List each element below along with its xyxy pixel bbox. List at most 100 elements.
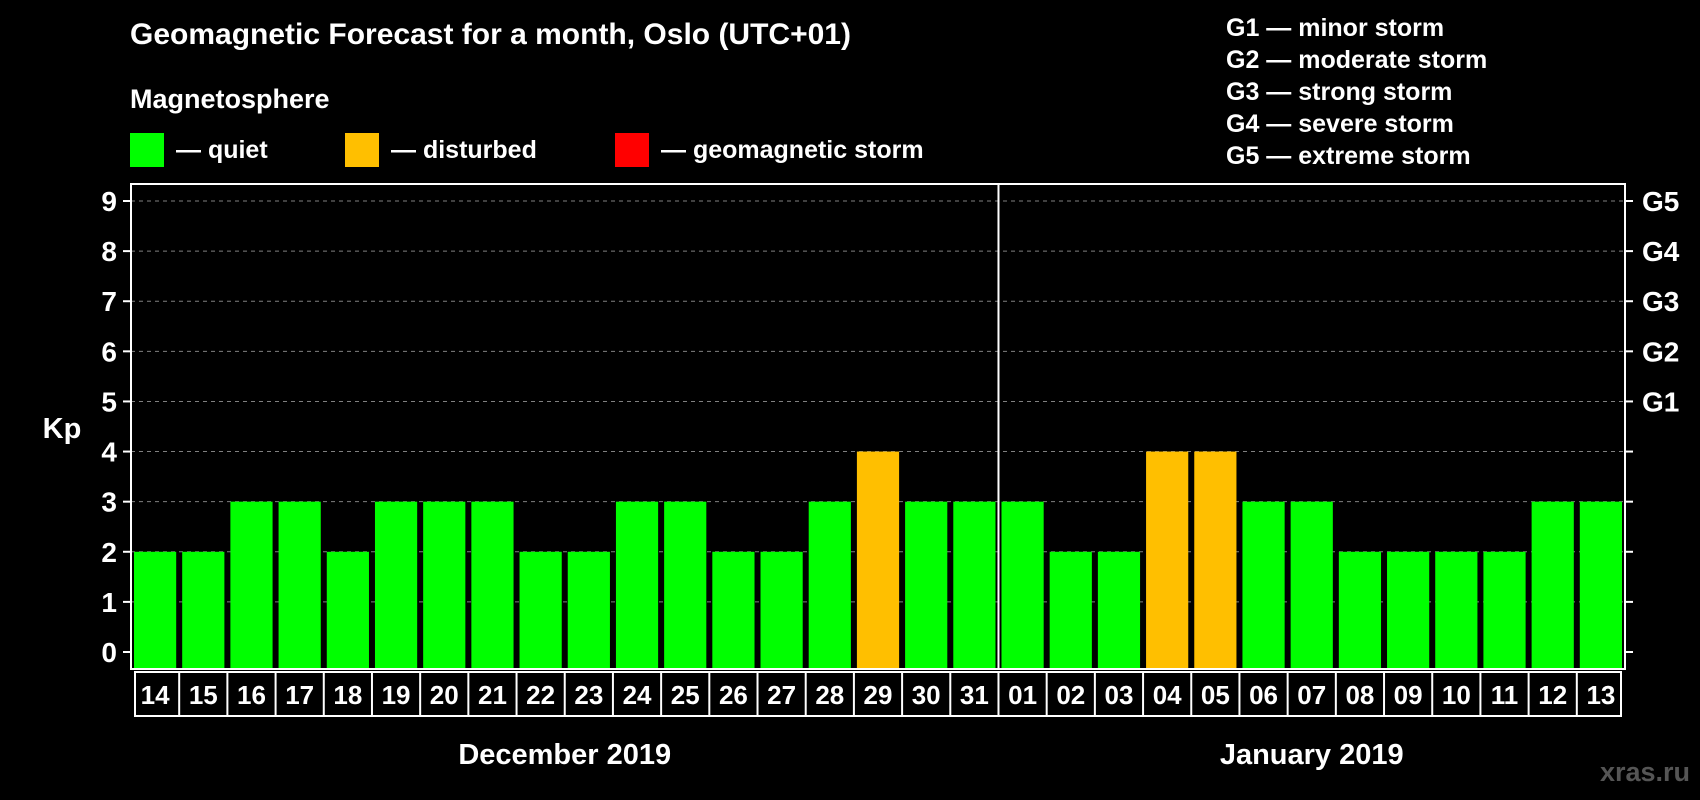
x-tick-label: 14: [141, 680, 170, 710]
bar: [1483, 551, 1526, 668]
x-tick-label: 20: [430, 680, 459, 710]
x-tick-label: 26: [719, 680, 748, 710]
bar: [1579, 501, 1622, 668]
bar: [808, 501, 851, 668]
bar: [519, 551, 562, 668]
x-tick-label: 04: [1153, 680, 1182, 710]
y-tick-label: 6: [101, 336, 117, 367]
x-tick-label: 07: [1297, 680, 1326, 710]
storm-level-label: G1: [1642, 386, 1679, 417]
bar: [182, 551, 225, 668]
x-tick-label: 30: [912, 680, 941, 710]
chart-subtitle: Magnetosphere: [130, 84, 330, 114]
x-tick-label: 08: [1345, 680, 1374, 710]
y-tick-label: 5: [101, 386, 117, 417]
x-tick-label: 28: [815, 680, 844, 710]
bar: [1097, 551, 1141, 668]
y-tick-label: 1: [101, 587, 117, 618]
storm-scale-g5: G5 — extreme storm: [1226, 142, 1471, 170]
bar: [1242, 501, 1285, 668]
legend-label-quiet: — quiet: [176, 135, 268, 164]
bar: [1338, 551, 1382, 668]
watermark: xras.ru: [1599, 757, 1690, 787]
bar: [471, 501, 514, 668]
bar: [905, 501, 948, 668]
x-tick-label: 27: [767, 680, 796, 710]
date-row-frame: [134, 671, 1622, 717]
bar: [1001, 501, 1044, 668]
bar: [1531, 501, 1574, 668]
x-tick-label: 23: [574, 680, 603, 710]
storm-scale-g2: G2 — moderate storm: [1226, 46, 1488, 74]
x-tick-label: 02: [1056, 680, 1085, 710]
x-tick-label: 29: [864, 680, 893, 710]
x-tick-label: 03: [1105, 680, 1134, 710]
x-tick-label: 11: [1491, 680, 1519, 710]
chart-title: Geomagnetic Forecast for a month, Oslo (…: [130, 18, 851, 51]
y-tick-label: 9: [101, 186, 117, 217]
x-tick-label: 31: [960, 680, 989, 710]
bar: [1387, 551, 1430, 668]
bar: [1435, 551, 1478, 668]
y-tick-label: 2: [101, 537, 117, 568]
storm-scale-g4: G4 — severe storm: [1226, 110, 1454, 138]
plot-frame: [130, 183, 1626, 670]
x-tick-label: 17: [285, 680, 314, 710]
x-tick-label: 09: [1394, 680, 1423, 710]
y-tick-label: 7: [101, 286, 117, 317]
x-tick-label: 19: [382, 680, 411, 710]
legend-swatch-quiet: [130, 133, 164, 167]
legend-item-disturbed: — disturbed: [345, 132, 537, 168]
x-tick-label: 06: [1249, 680, 1278, 710]
bar: [760, 551, 803, 668]
bar: [856, 451, 900, 668]
bar: [1146, 451, 1189, 668]
y-axis-label: Kp: [43, 413, 82, 445]
x-tick-label: 13: [1586, 680, 1615, 710]
x-tick-label: 15: [189, 680, 218, 710]
storm-level-label: G2: [1642, 336, 1679, 367]
y-tick-label: 4: [101, 437, 117, 468]
bar: [1290, 501, 1333, 668]
bar: [278, 501, 321, 668]
legend-swatch-storm: [615, 133, 649, 167]
x-tick-label: 24: [623, 680, 652, 710]
bar: [1194, 451, 1237, 668]
x-tick-label: 01: [1008, 680, 1037, 710]
x-tick-label: 25: [671, 680, 700, 710]
x-tick-label: 05: [1201, 680, 1230, 710]
bar: [712, 551, 755, 668]
x-tick-label: 10: [1442, 680, 1471, 710]
storm-level-label: G5: [1642, 186, 1679, 217]
month-label: January 2019: [1220, 739, 1404, 771]
legend-item-storm: — geomagnetic storm: [615, 132, 924, 168]
bar: [1049, 551, 1092, 668]
x-tick-label: 22: [526, 680, 555, 710]
bar: [374, 501, 418, 668]
storm-level-label: G4: [1642, 236, 1680, 267]
y-tick-label: 3: [101, 487, 117, 518]
bar: [567, 551, 610, 668]
legend-swatch-disturbed: [345, 133, 379, 167]
bar: [326, 551, 369, 668]
x-tick-label: 21: [478, 680, 507, 710]
bar: [134, 551, 177, 668]
legend-item-quiet: — quiet: [130, 132, 268, 168]
legend-label-storm: — geomagnetic storm: [661, 135, 924, 164]
bar: [230, 501, 273, 668]
x-tick-label: 12: [1538, 680, 1567, 710]
y-tick-label: 0: [101, 637, 117, 668]
x-tick-label: 16: [237, 680, 266, 710]
bar: [953, 501, 996, 668]
bar: [615, 501, 659, 668]
storm-scale-legend: G1 — minor storm G2 — moderate storm G3 …: [1226, 12, 1487, 172]
y-tick-label: 8: [101, 236, 117, 267]
legend-label-disturbed: — disturbed: [391, 135, 537, 164]
bar: [423, 501, 466, 668]
x-tick-label: 18: [333, 680, 362, 710]
storm-level-label: G3: [1642, 286, 1679, 317]
month-label: December 2019: [458, 739, 671, 771]
bar: [664, 501, 707, 668]
storm-scale-g1: G1 — minor storm: [1226, 14, 1445, 42]
